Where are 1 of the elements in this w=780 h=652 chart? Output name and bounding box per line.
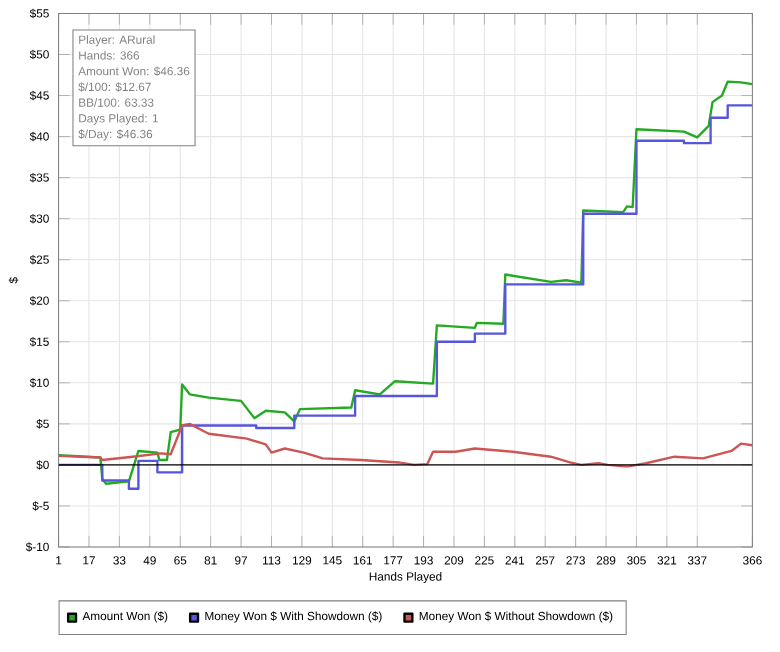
line-series — [58, 422, 753, 468]
